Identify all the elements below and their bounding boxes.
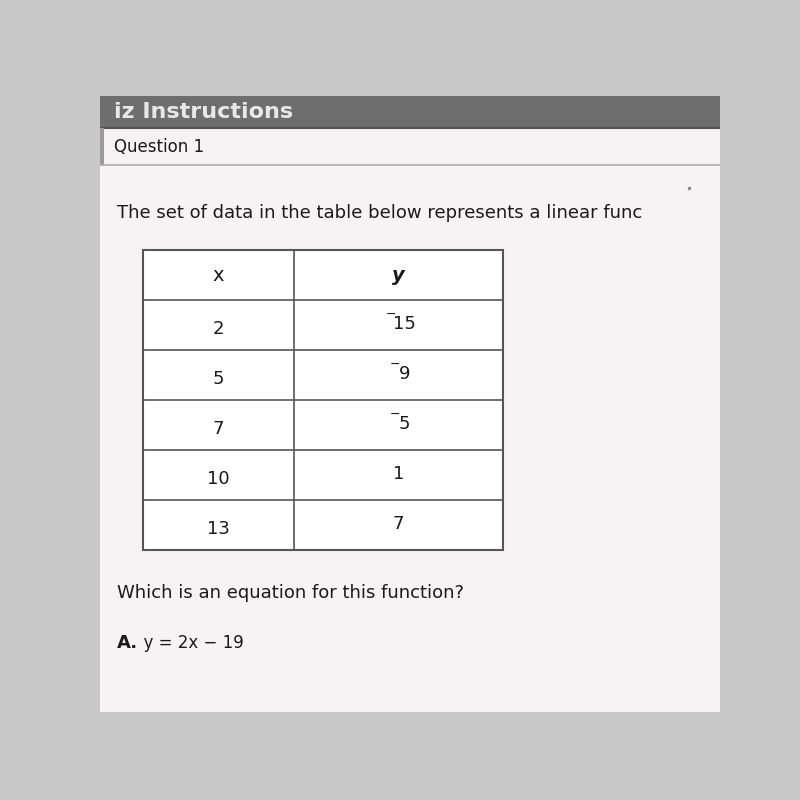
Text: −: − <box>386 308 396 321</box>
Text: y = 2x − 19: y = 2x − 19 <box>133 634 243 652</box>
Text: 5: 5 <box>213 370 224 388</box>
Text: 1: 1 <box>393 465 404 482</box>
Bar <box>142 250 503 550</box>
Bar <box>100 166 720 712</box>
Text: −: − <box>390 408 401 421</box>
Text: 15: 15 <box>394 314 416 333</box>
Text: 10: 10 <box>207 470 230 488</box>
Text: Which is an equation for this function?: Which is an equation for this function? <box>117 584 464 602</box>
Text: 2: 2 <box>213 320 224 338</box>
Text: A.: A. <box>117 634 138 652</box>
Text: 13: 13 <box>207 520 230 538</box>
Bar <box>100 128 104 166</box>
Text: iz Instructions: iz Instructions <box>114 102 293 122</box>
Text: Question 1: Question 1 <box>114 138 204 156</box>
Text: x: x <box>213 266 224 285</box>
Text: 7: 7 <box>393 514 404 533</box>
Text: The set of data in the table below represents a linear func: The set of data in the table below repre… <box>117 204 642 222</box>
Text: 9: 9 <box>399 365 410 382</box>
Text: y: y <box>392 266 405 285</box>
Bar <box>100 128 720 166</box>
Bar <box>100 96 720 128</box>
Text: 5: 5 <box>399 414 410 433</box>
Text: −: − <box>390 358 401 371</box>
Text: 7: 7 <box>213 420 224 438</box>
